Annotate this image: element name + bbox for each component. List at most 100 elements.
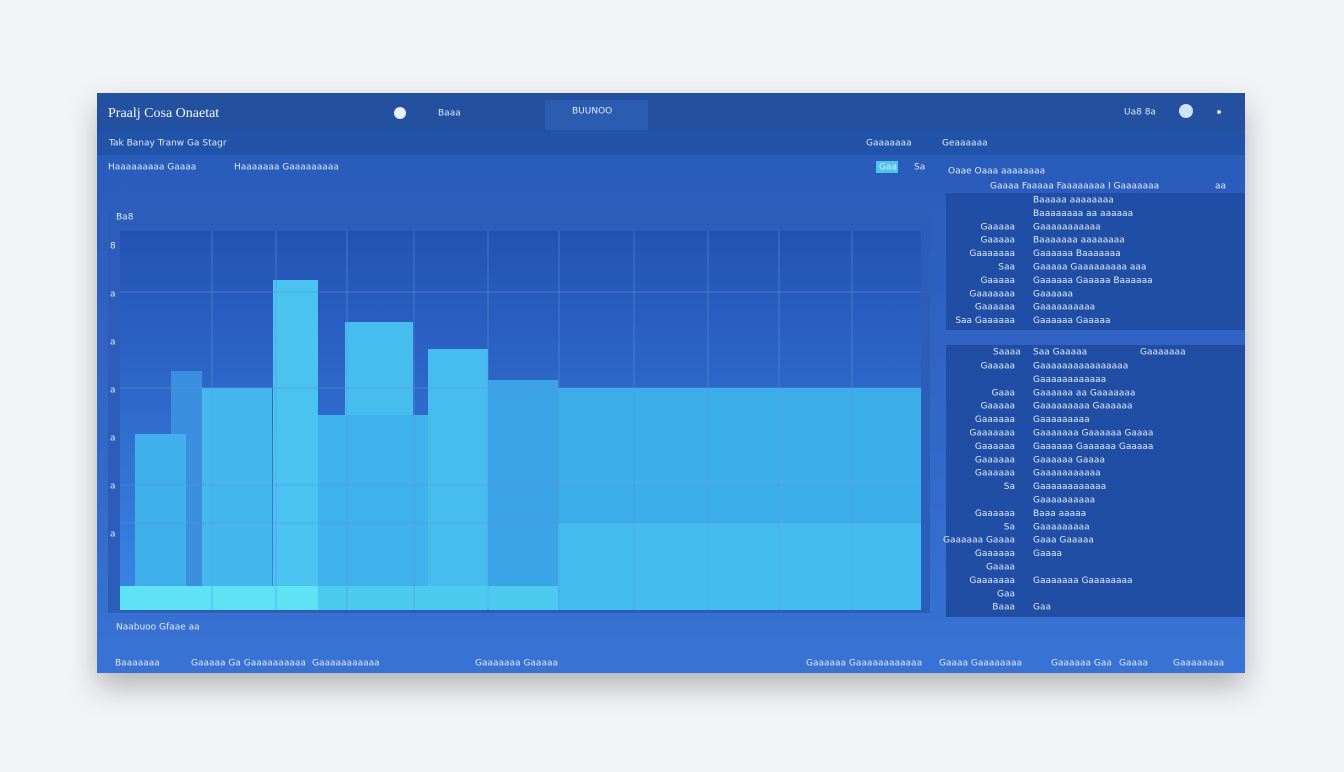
row-value: Baaaaa aaaaaaaa [1033, 196, 1114, 206]
row-label: Gaaaaaa [975, 303, 1015, 313]
footer-link[interactable]: Gaaaaaa Gaa [1051, 659, 1112, 669]
user-name[interactable]: Ua8 8a [1124, 108, 1156, 118]
row-label: Baaa [992, 603, 1015, 613]
row-label: Gaaaaaa [975, 442, 1015, 452]
toggle[interactable] [876, 161, 898, 173]
row-value: Gaaaaaaaaaaaa [1033, 482, 1106, 492]
block [202, 388, 272, 610]
block [488, 380, 558, 610]
footer-link[interactable]: Gaaaaaaa Gaaaaa [475, 659, 558, 669]
menu-dot[interactable] [1217, 110, 1221, 114]
row-value: Gaaaaaaaaaa [1033, 303, 1095, 313]
row-value: Gaaaaaaaaa [1033, 522, 1090, 532]
row-label: Sa [1004, 482, 1015, 492]
sub-bar [97, 130, 1245, 155]
row-label: Gaaaaa [980, 276, 1015, 286]
column-header: Saa Gaaaaa [1033, 348, 1087, 358]
footer-link[interactable]: Gaaaaaaaaaaa [312, 659, 380, 669]
row-label: Saa [998, 263, 1015, 273]
footer-link[interactable]: Gaaaaaaaa [1173, 659, 1224, 669]
active-tab[interactable] [545, 100, 648, 130]
y-label: a [110, 482, 116, 492]
y-label: a [110, 386, 116, 396]
y-label: a [110, 338, 116, 348]
row-value: Gaaaaaa Gaaaaaa Gaaaaa [1033, 442, 1153, 452]
icon[interactable] [394, 107, 406, 119]
row-value: Gaaaaaa Gaaaaa [1033, 316, 1110, 326]
y-label: a [110, 434, 116, 444]
footer-link[interactable]: Gaaaaaa Gaaaaaaaaaaaa [806, 659, 922, 669]
toolbar-label[interactable]: Gaa [879, 163, 897, 173]
grid [120, 231, 921, 610]
row-label: Gaa [997, 589, 1015, 599]
side-header: Gaaaa Faaaaa Faaaaaaaa I Gaaaaaaa [990, 182, 1159, 192]
avatar[interactable] [1179, 104, 1193, 118]
row-value: Gaaaa [1033, 549, 1062, 559]
row-value: Gaaa Gaaaaa [1033, 536, 1094, 546]
row-value: Gaaaaaa Gaaaa [1033, 455, 1105, 465]
row-label: Gaaaaa [980, 362, 1015, 372]
footer-link[interactable]: Gaaaa [1119, 659, 1148, 669]
app-title: Praalj Cosa Onaetat [108, 106, 219, 121]
column-header: Saaaa [993, 348, 1021, 358]
button[interactable]: Gaaaaaaa [866, 139, 912, 149]
row-value: Gaaaaa Gaaaaaaaaa aaa [1033, 263, 1146, 273]
row-value: Gaaaaaa Gaaaaa Baaaaaa [1033, 276, 1153, 286]
footer-link[interactable]: Gaaaa Gaaaaaaaa [939, 659, 1022, 669]
row-label: Gaaaaaa [975, 415, 1015, 425]
row-label: Gaaaaa [980, 402, 1015, 412]
tab[interactable]: BUUNOO [572, 107, 612, 117]
y-label: a [110, 290, 116, 300]
row-label: Gaaaaaaa [969, 289, 1015, 299]
row-value: Baaa aaaaa [1033, 509, 1086, 519]
row-label: Saa Gaaaaaa [955, 316, 1015, 326]
row-value: Gaaaaaaaaaaa [1033, 469, 1101, 479]
row-label: Gaaaaa [980, 222, 1015, 232]
filter[interactable]: Haaaaaaa Gaaaaaaaaa [234, 163, 339, 173]
block [135, 434, 186, 610]
tab[interactable]: Baaa [438, 109, 461, 119]
row-label: Gaaaaa [980, 236, 1015, 246]
block [318, 586, 558, 610]
block [428, 349, 488, 610]
block [120, 586, 318, 610]
breadcrumb: Tak Banay Tranw Ga Stagr [108, 139, 227, 149]
row-value: Gaaaaaaaaa Gaaaaaa [1033, 402, 1133, 412]
row-label: Sa [1004, 522, 1015, 532]
side-header: aa [1215, 182, 1226, 192]
row-label: Gaaaaaa [975, 509, 1015, 519]
y-label: a [110, 530, 116, 540]
toolbar-label[interactable]: Sa [914, 163, 925, 173]
chart-caption: Naabuoo Gfaae aa [116, 623, 200, 633]
button[interactable]: Geaaaaaa [942, 139, 988, 149]
column-header: Gaaaaaaa [1140, 348, 1186, 358]
row-value: Gaaaaaaaaaa [1033, 496, 1095, 506]
footer-link[interactable]: Baaaaaaa [115, 659, 160, 669]
row-label: Gaaaaaa [975, 455, 1015, 465]
row-label: Gaaaa [986, 563, 1015, 573]
panel-label: Ba8 [116, 213, 134, 223]
y-label: 8 [110, 242, 116, 252]
row-label: Gaaaaaa Gaaaa [943, 536, 1015, 546]
row-value: Gaaaaaaaaa [1033, 415, 1090, 425]
row-value: Gaaaaaaaaaaaaaaaa [1033, 362, 1128, 372]
row-value: Gaaaaaaaaaaaa [1033, 375, 1106, 385]
row-value: Gaaaaaaa Gaaaaaaaa [1033, 576, 1133, 586]
row-label: Gaaaaaa [975, 469, 1015, 479]
side-title: Oaae Oaaa aaaaaaaa [948, 167, 1045, 177]
row-label: Gaaaaaaa [969, 576, 1015, 586]
row-value: Baaaaaaaa aa aaaaaa [1033, 209, 1133, 219]
side-block [946, 345, 1245, 617]
row-value: Gaaaaaa Baaaaaaa [1033, 249, 1121, 259]
row-value: Baaaaaaa aaaaaaaa [1033, 236, 1125, 246]
row-value: Gaa [1033, 603, 1051, 613]
footer-link[interactable]: Gaaaaa Ga Gaaaaaaaaaa [191, 659, 306, 669]
filter[interactable]: Haaaaaaaaa Gaaaa [108, 163, 196, 173]
row-value: Gaaaaaa aa Gaaaaaaa [1033, 388, 1135, 398]
side-block [946, 193, 1245, 330]
block [318, 415, 428, 610]
row-value: Gaaaaaaaaaaa [1033, 222, 1101, 232]
row-value: Gaaaaaa [1033, 289, 1073, 299]
row-value: Gaaaaaaa Gaaaaaa Gaaaa [1033, 429, 1153, 439]
